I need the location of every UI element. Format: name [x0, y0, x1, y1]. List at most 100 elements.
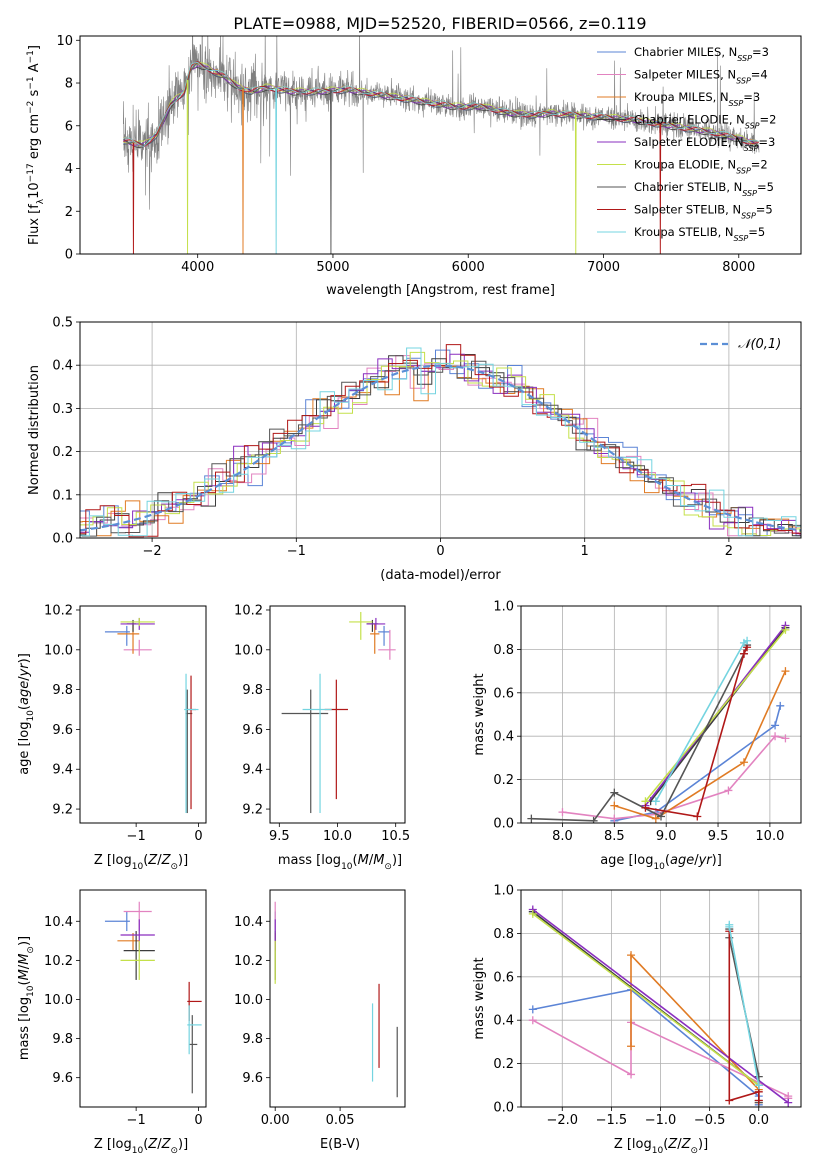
- weight_vs_age-xlabel-part: age [log: [600, 853, 653, 868]
- weight-marker: [771, 721, 780, 730]
- weight_vs_Z-frame: [520, 889, 802, 1108]
- age-vs-Z-ylabel-part: age: [17, 681, 32, 705]
- age-vs-Z-xlabel: Z [log10(Z/Z⊙)]: [94, 853, 188, 872]
- spectrum-ylabel-part: ]: [27, 45, 42, 50]
- age-vs-mass-xlabel-part: mass [log: [278, 853, 341, 868]
- spectrum-ylabel-part: −1: [26, 50, 36, 63]
- legend-entry: Chabrier STELIB, NSSP=5: [634, 180, 774, 198]
- x-tick-label: −1.0: [645, 1113, 677, 1128]
- x-tick-label: 8.5: [604, 829, 625, 844]
- weight_vs_age-xlabel-part: /: [694, 853, 699, 868]
- y-tick-label: 0.1: [52, 488, 73, 503]
- y-tick-label: 10.0: [44, 993, 73, 1008]
- y-tick-label: 9.6: [242, 723, 263, 738]
- y-tick-label: 6: [65, 119, 73, 134]
- mass_vs_EBV-frame: [269, 889, 406, 1108]
- age-vs-mass-xlabel-part: ⊙: [384, 862, 392, 872]
- age-vs-mass-xlabel-part: M: [358, 853, 369, 868]
- weight-marker: [739, 758, 748, 767]
- legend-entry: Salpeter STELIB, NSSP=5: [634, 203, 773, 221]
- y-tick-label: 9.8: [52, 1032, 73, 1047]
- weight-marker: [754, 1081, 763, 1090]
- spectrum-ylabel-part: A: [27, 63, 42, 76]
- legend-entry: Kroupa MILES, NSSP=3: [634, 90, 760, 108]
- weight-marker: [528, 1016, 537, 1025]
- mass-vs-EBV-xlabel: E(B-V): [320, 1137, 360, 1152]
- weight-marker: [641, 803, 650, 812]
- residuals-axes: −2 −1 0 1 2 0.0 0.1 0.2 0.3 0.4 0.5: [52, 316, 801, 559]
- weight_vs_Z-xlabel-part: )]: [698, 1137, 708, 1152]
- weight_vs_Z-ylabel: mass weight: [472, 957, 487, 1039]
- y-tick-label: 0.2: [493, 1057, 514, 1072]
- x-tick-label: 7000: [587, 260, 620, 275]
- legend-sub: SSP: [741, 211, 756, 220]
- x-tick-label: 4000: [181, 260, 214, 275]
- age_vs_Z-points: [104, 617, 199, 814]
- weight_vs_age-frame: [520, 605, 802, 824]
- x-tick-label: 2: [725, 544, 733, 559]
- y-tick-label: 9.6: [52, 1071, 73, 1086]
- weight-marker: [627, 1042, 636, 1051]
- spectrum-ylabel-part: s: [27, 89, 42, 100]
- age-vs-Z-ylabel-part: /: [17, 676, 32, 681]
- legend-text: Chabrier ELODIE, N: [634, 113, 745, 127]
- age-vs-Z-ylabel-part: 10: [26, 710, 36, 722]
- residuals-xlabel: (data-model)/error: [380, 568, 501, 583]
- age-vs-Z-xlabel-part: )]: [178, 853, 188, 868]
- y-tick-label: 1.0: [493, 600, 514, 615]
- weight_vs_age-xlabel-part: )]: [712, 853, 722, 868]
- weight-marker: [651, 797, 660, 806]
- legend-value: =3: [743, 90, 760, 104]
- legend-entry: Kroupa STELIB, NSSP=5: [634, 225, 765, 243]
- weight-marker: [754, 1072, 763, 1081]
- y-tick-label: 0.0: [493, 817, 514, 832]
- y-tick-label: 0.6: [493, 970, 514, 985]
- weight-marker: [725, 1096, 734, 1105]
- weight-marker: [627, 1070, 636, 1079]
- weight-marker: [725, 922, 734, 931]
- legend-value: =4: [751, 68, 768, 82]
- spectrum-dip: [330, 90, 332, 254]
- weight-marker: [558, 808, 567, 817]
- weight-marker: [743, 636, 752, 645]
- mass-vs-Z-xlabel-part: Z: [161, 1137, 172, 1152]
- y-tick-label: 10.2: [234, 603, 263, 618]
- legend-text: Salpeter STELIB, N: [634, 203, 741, 217]
- model-spectrum: [123, 61, 759, 147]
- age-vs-Z-ylabel-part: (: [17, 705, 32, 710]
- weight-line: [655, 640, 748, 802]
- weight-marker: [781, 667, 790, 676]
- spectrum-ylabel-part: λ: [36, 198, 46, 204]
- spectrum-dip: [186, 79, 189, 254]
- legend-value: =3: [758, 135, 775, 149]
- weight-marker: [781, 625, 790, 634]
- mass-vs-Z-ylabel-part: M: [17, 969, 32, 980]
- mass-vs-Z-ylabel-part: (: [17, 980, 32, 985]
- age_vs_mass-frame: [269, 605, 406, 824]
- y-tick-label: 4: [65, 162, 73, 177]
- legend-text: Kroupa MILES, N: [634, 90, 729, 104]
- x-tick-label: 10.0: [323, 829, 352, 844]
- y-tick-label: 0.3: [52, 402, 73, 417]
- age-vs-Z-xlabel-part: /: [157, 853, 162, 868]
- age-vs-mass-xlabel-part: M: [373, 853, 384, 868]
- age_vs_mass-points: [281, 611, 396, 814]
- weight_vs_Z-xlabel-part: (: [663, 1137, 668, 1152]
- spectrum-dip: [132, 142, 135, 254]
- y-tick-label: 10.2: [234, 954, 263, 969]
- spectrum-dip: [574, 115, 577, 254]
- x-tick-label: 9.5: [708, 829, 729, 844]
- x-tick-label: −1: [287, 544, 306, 559]
- y-tick-label: 0.0: [493, 1101, 514, 1116]
- y-tick-label: 0.4: [52, 359, 73, 374]
- age-vs-Z-xlabel-part: Z [log: [94, 853, 132, 868]
- mass-vs-Z-ylabel-part: 10: [26, 985, 36, 997]
- y-tick-label: 9.8: [52, 683, 73, 698]
- legend-sub: SSP: [742, 189, 757, 198]
- residuals-frame: [79, 321, 802, 539]
- weight_vs_Z-axes: −2.0 −1.5 −1.0 −0.5 0.0 0.0 0.2 0.4 0.6 0.8 1.0: [493, 884, 801, 1128]
- x-tick-label: 9.0: [656, 829, 677, 844]
- weight_vs_age-xlabel-part: age: [670, 853, 694, 868]
- mass-vs-Z-ylabel-part: ⊙: [26, 946, 36, 954]
- age-vs-Z-ylabel: age [log10(age/yr)]: [17, 653, 36, 775]
